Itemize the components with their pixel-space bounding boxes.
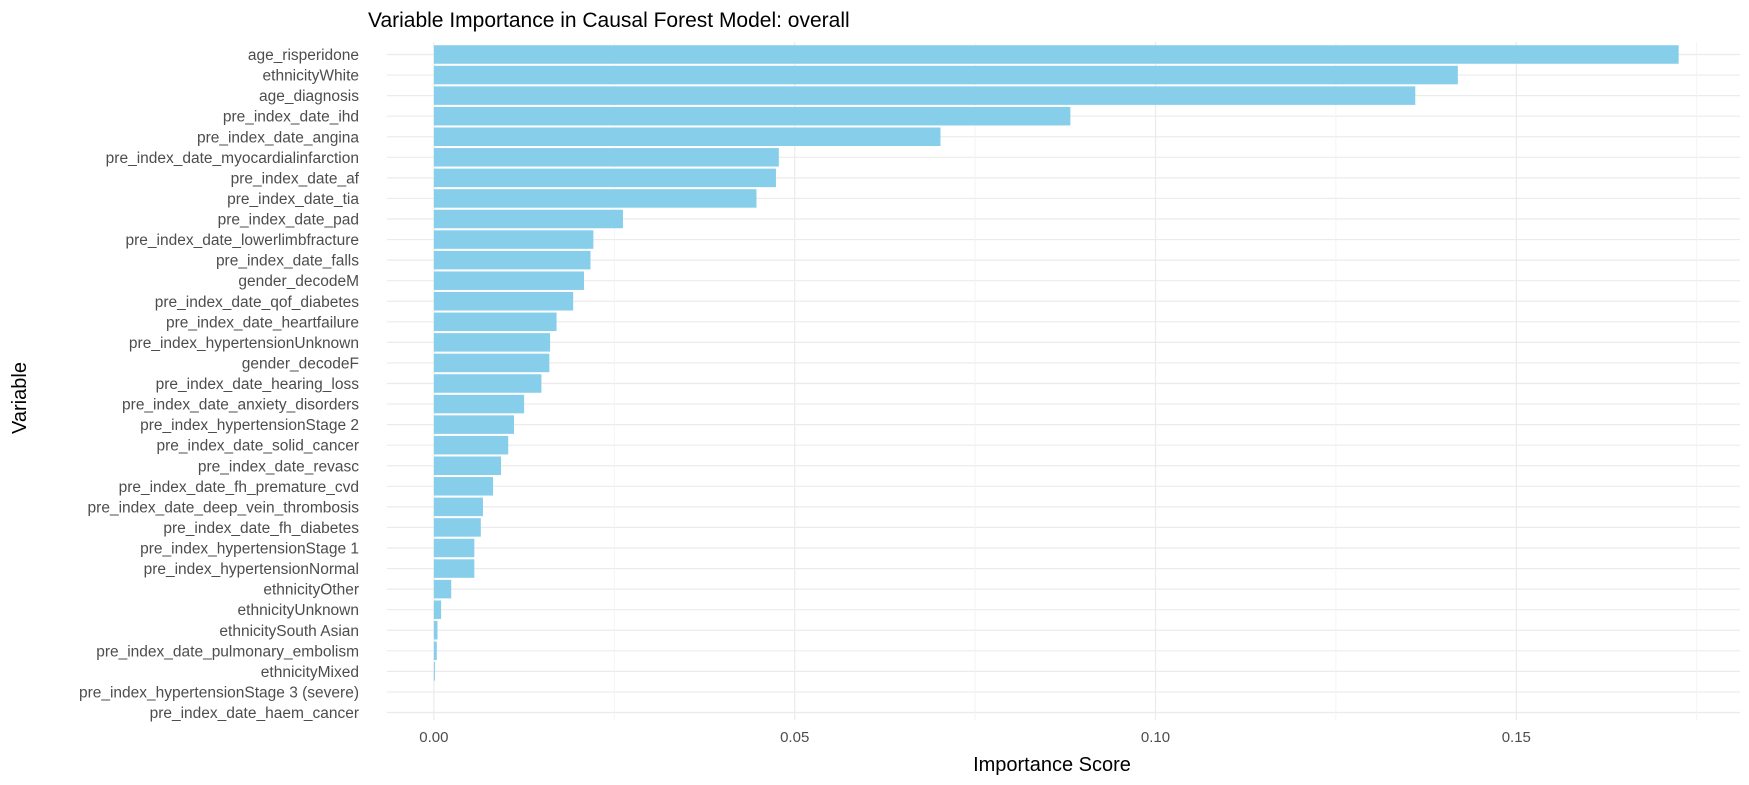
bar [433, 353, 550, 373]
bar [433, 415, 515, 434]
bar [433, 86, 1416, 105]
bar [433, 579, 452, 599]
y-tick-label: pre_index_hypertensionStage 2 [140, 417, 359, 434]
y-tick-label: pre_index_date_haem_cancer [150, 705, 359, 722]
bar [433, 65, 1458, 85]
bar [433, 497, 483, 517]
y-tick-label: ethnicityUnknown [238, 602, 359, 619]
y-tick-label: age_risperidone [248, 47, 359, 64]
bar [433, 620, 438, 640]
bar [433, 600, 442, 619]
bar [433, 209, 623, 229]
y-tick-label: pre_index_date_heartfailure [166, 314, 359, 331]
bar [433, 333, 551, 352]
y-tick-label: pre_index_date_myocardialinfarction [106, 150, 359, 167]
y-tick-label: pre_index_date_fh_premature_cvd [119, 479, 359, 496]
bar [433, 250, 591, 270]
bar [433, 189, 757, 208]
x-axis-title: Importance Score [973, 754, 1131, 776]
bar [433, 662, 435, 681]
y-tick-label: pre_index_date_falls [216, 253, 359, 270]
y-tick-label: pre_index_date_solid_cancer [156, 438, 359, 455]
y-tick-label: pre_index_date_pulmonary_embolism [96, 643, 359, 660]
y-tick-label: pre_index_date_pad [218, 212, 359, 229]
y-tick-labels: age_risperidone ethnicityWhite age_diagnos… [79, 47, 360, 722]
y-tick-label: pre_index_hypertensionUnknown [129, 335, 359, 352]
y-tick-label: pre_index_date_anxiety_disorders [122, 397, 359, 414]
y-tick-label: pre_index_date_deep_vein_thrombosis [88, 499, 360, 516]
bar [433, 312, 557, 332]
y-tick-label: age_diagnosis [259, 88, 359, 105]
bar [433, 374, 542, 393]
y-tick-label: pre_index_date_qof_diabetes [155, 294, 360, 311]
y-tick-label: ethnicityWhite [263, 68, 359, 85]
y-tick-label: gender_decodeM [238, 273, 359, 290]
y-tick-label: pre_index_date_ihd [223, 109, 359, 126]
y-tick-label: pre_index_date_tia [227, 191, 359, 208]
bar [433, 127, 941, 147]
bar [433, 477, 494, 496]
y-tick-label: gender_decodeF [242, 355, 359, 372]
chart-title: Variable Importance in Causal Forest Mod… [368, 9, 850, 32]
y-tick-label: pre_index_date_revasc [198, 458, 359, 475]
bar [433, 394, 525, 414]
y-tick-label: ethnicityOther [263, 582, 359, 599]
y-tick-label: pre_index_date_hearing_loss [156, 376, 360, 393]
y-tick-label: pre_index_hypertensionStage 3 (severe) [79, 684, 359, 701]
x-tick-labels: 0.00 0.05 0.10 0.15 [419, 729, 1531, 746]
x-tick-label: 0.15 [1502, 729, 1531, 746]
bar [433, 230, 594, 249]
bar [433, 271, 584, 290]
y-tick-label: pre_index_hypertensionNormal [144, 561, 359, 578]
bar [433, 559, 475, 578]
bar [433, 456, 502, 476]
x-tick-label: 0.05 [780, 729, 809, 746]
bar [433, 518, 481, 537]
y-tick-label: pre_index_hypertensionStage 1 [140, 541, 359, 558]
y-tick-label: pre_index_date_fh_diabetes [163, 520, 359, 537]
bar [433, 435, 509, 455]
bar [433, 45, 1679, 64]
y-tick-label: pre_index_date_lowerlimbfracture [126, 232, 360, 249]
y-axis-title: Variable [9, 362, 31, 434]
bars [433, 45, 1679, 681]
y-tick-label: ethnicityMixed [261, 664, 359, 681]
y-tick-label: pre_index_date_af [231, 170, 360, 187]
y-tick-label: pre_index_date_angina [197, 129, 359, 146]
bar [433, 106, 1071, 126]
bar [433, 168, 776, 188]
bar [433, 291, 574, 311]
x-tick-label: 0.10 [1141, 729, 1170, 746]
bar [433, 148, 779, 167]
y-tick-label: ethnicitySouth Asian [219, 623, 359, 640]
bar [433, 641, 437, 661]
bar [433, 538, 475, 558]
x-tick-label: 0.00 [419, 729, 448, 746]
